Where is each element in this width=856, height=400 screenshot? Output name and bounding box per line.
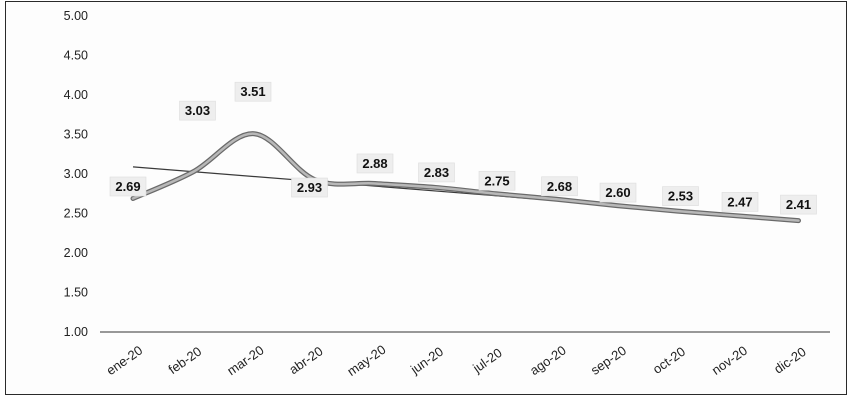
- data-label: 2.68: [547, 179, 572, 194]
- x-tick-label: mar-20: [224, 342, 266, 378]
- x-tick-label: may-20: [344, 342, 388, 379]
- data-label: 2.41: [786, 197, 811, 212]
- data-label: 2.53: [668, 189, 693, 204]
- x-tick-label: ene-20: [104, 343, 146, 379]
- data-label: 2.60: [605, 185, 630, 200]
- data-label: 2.75: [484, 173, 509, 188]
- data-label: 3.51: [240, 84, 265, 99]
- y-tick-label: 1.00: [64, 325, 88, 339]
- y-tick-label: 5.00: [64, 9, 88, 23]
- x-tick-label: sep-20: [588, 343, 629, 378]
- y-tick-label: 1.50: [64, 286, 88, 300]
- x-tick-label: dic-20: [771, 344, 809, 377]
- data-label-box: [234, 81, 272, 102]
- data-label-box: [721, 192, 759, 212]
- x-tick-label: jun-20: [407, 344, 446, 378]
- data-label: 2.88: [362, 156, 387, 171]
- y-tick-label: 3.50: [64, 128, 88, 142]
- y-tick-label: 4.00: [64, 88, 88, 102]
- data-label-box: [541, 176, 578, 197]
- data-label: 3.03: [185, 103, 210, 118]
- data-label: 2.83: [424, 165, 449, 180]
- series-line-outline: [130, 131, 801, 224]
- series-line: [131, 132, 800, 222]
- chart-frame: [5, 1, 847, 395]
- x-tick-label: oct-20: [650, 344, 688, 377]
- data-label-box: [478, 170, 516, 191]
- data-label-box: [662, 186, 699, 206]
- x-tick-label: nov-20: [709, 343, 750, 378]
- data-label-box: [291, 177, 328, 198]
- data-label-box: [599, 182, 637, 203]
- x-tick-label: jul-20: [469, 345, 504, 376]
- data-label-box: [418, 162, 455, 183]
- data-label-box: [109, 176, 147, 197]
- data-label: 2.93: [297, 180, 322, 195]
- x-tick-label: ago-20: [527, 343, 569, 379]
- data-label-box: [356, 153, 394, 174]
- data-label-box: [780, 194, 817, 215]
- data-label-box: [179, 100, 216, 121]
- data-label: 2.47: [727, 194, 752, 209]
- y-tick-label: 2.50: [64, 207, 88, 221]
- x-tick-label: feb-20: [166, 344, 205, 377]
- data-label: 2.69: [115, 179, 140, 194]
- y-tick-label: 2.00: [64, 246, 88, 260]
- y-tick-label: 3.00: [64, 167, 88, 181]
- y-tick-label: 4.50: [64, 49, 88, 63]
- x-tick-label: abr-20: [286, 343, 325, 377]
